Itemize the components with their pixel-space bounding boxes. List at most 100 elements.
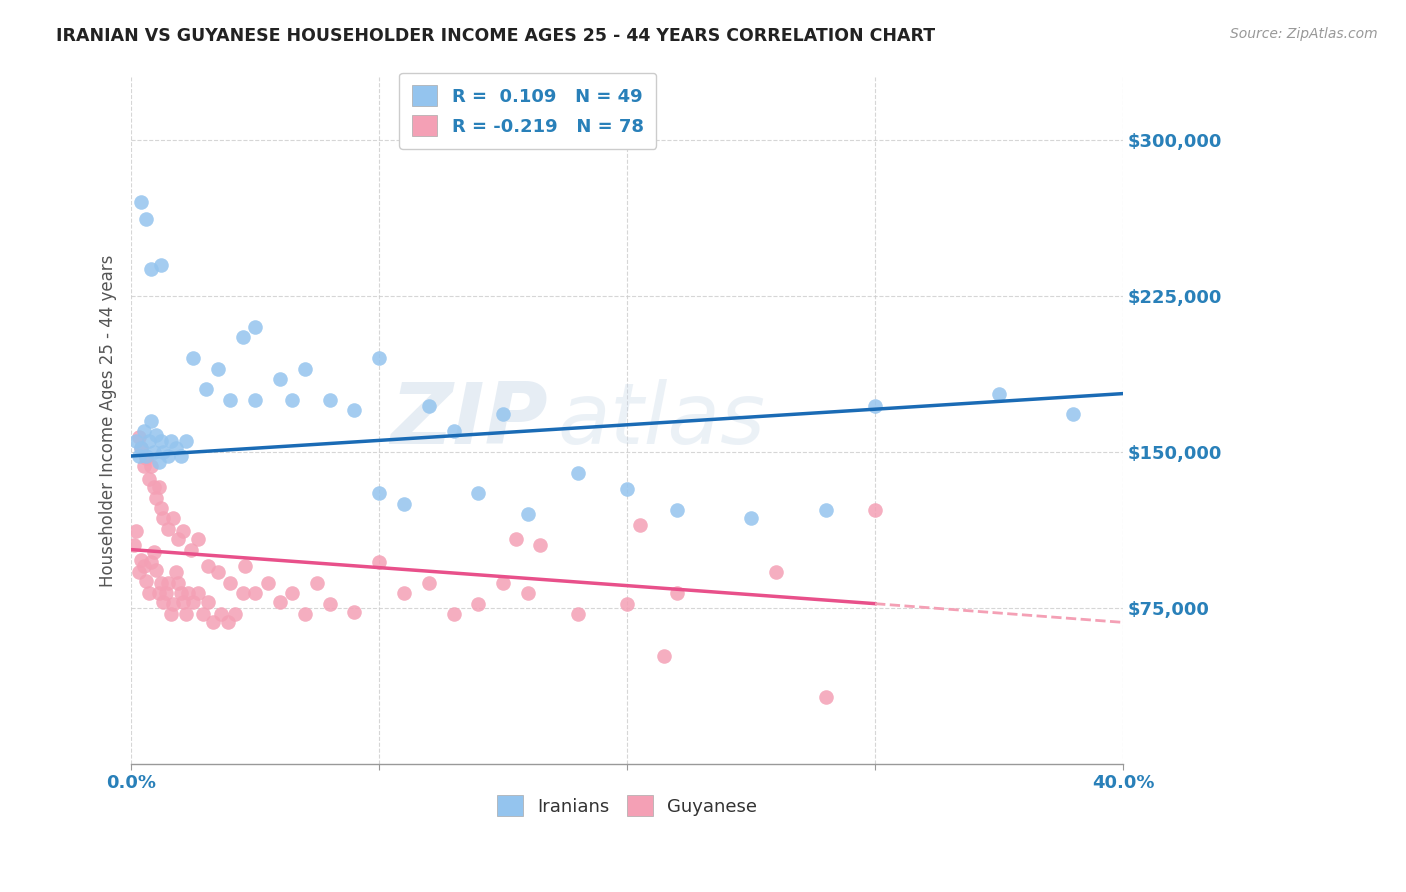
- Point: [665, 503, 688, 517]
- Point: [177, 586, 200, 600]
- Point: [162, 597, 184, 611]
- Point: [209, 607, 232, 621]
- Point: [150, 575, 173, 590]
- Point: [157, 449, 180, 463]
- Point: [145, 428, 167, 442]
- Point: [207, 361, 229, 376]
- Point: [139, 555, 162, 569]
- Point: [155, 586, 177, 600]
- Point: [128, 566, 150, 580]
- Point: [245, 586, 267, 600]
- Point: [191, 607, 214, 621]
- Point: [125, 524, 148, 538]
- Point: [152, 594, 174, 608]
- Point: [150, 434, 173, 449]
- Point: [233, 559, 256, 574]
- Point: [343, 403, 366, 417]
- Point: [392, 586, 415, 600]
- Point: [129, 441, 152, 455]
- Point: [181, 594, 204, 608]
- Point: [202, 615, 225, 630]
- Point: [740, 511, 762, 525]
- Point: [368, 555, 391, 569]
- Point: [139, 261, 162, 276]
- Point: [492, 575, 515, 590]
- Point: [138, 586, 160, 600]
- Point: [517, 507, 540, 521]
- Point: [132, 459, 155, 474]
- Point: [128, 449, 150, 463]
- Point: [418, 399, 440, 413]
- Point: [245, 320, 267, 334]
- Point: [142, 480, 165, 494]
- Point: [256, 575, 278, 590]
- Point: [135, 574, 157, 588]
- Point: [138, 434, 160, 449]
- Y-axis label: Householder Income Ages 25 - 44 years: Householder Income Ages 25 - 44 years: [100, 254, 117, 587]
- Point: [567, 607, 589, 621]
- Point: [139, 414, 162, 428]
- Point: [467, 486, 489, 500]
- Point: [529, 538, 551, 552]
- Legend: Iranians, Guyanese: Iranians, Guyanese: [491, 789, 765, 823]
- Point: [172, 594, 194, 608]
- Point: [269, 594, 291, 608]
- Point: [443, 424, 465, 438]
- Point: [170, 586, 193, 600]
- Point: [616, 597, 638, 611]
- Point: [443, 607, 465, 621]
- Point: [145, 563, 167, 577]
- Point: [616, 483, 638, 497]
- Point: [148, 586, 170, 600]
- Point: [505, 532, 527, 546]
- Point: [307, 575, 329, 590]
- Point: [294, 361, 316, 376]
- Text: atlas: atlas: [558, 379, 766, 462]
- Point: [517, 586, 540, 600]
- Point: [142, 445, 165, 459]
- Point: [174, 607, 197, 621]
- Point: [194, 383, 217, 397]
- Point: [172, 524, 194, 538]
- Point: [160, 607, 183, 621]
- Text: Source: ZipAtlas.com: Source: ZipAtlas.com: [1230, 27, 1378, 41]
- Point: [148, 480, 170, 494]
- Point: [492, 408, 515, 422]
- Point: [197, 594, 219, 608]
- Point: [418, 575, 440, 590]
- Point: [165, 566, 187, 580]
- Point: [181, 351, 204, 366]
- Point: [157, 522, 180, 536]
- Point: [167, 575, 190, 590]
- Point: [165, 441, 187, 455]
- Point: [368, 486, 391, 500]
- Point: [217, 615, 239, 630]
- Point: [174, 434, 197, 449]
- Point: [122, 538, 145, 552]
- Point: [132, 559, 155, 574]
- Point: [318, 597, 340, 611]
- Point: [628, 517, 651, 532]
- Point: [232, 586, 254, 600]
- Point: [142, 544, 165, 558]
- Point: [132, 424, 155, 438]
- Point: [150, 500, 173, 515]
- Point: [162, 511, 184, 525]
- Point: [128, 430, 150, 444]
- Point: [150, 258, 173, 272]
- Point: [157, 575, 180, 590]
- Point: [187, 586, 209, 600]
- Point: [343, 605, 366, 619]
- Point: [145, 491, 167, 505]
- Point: [135, 449, 157, 463]
- Text: ZIP: ZIP: [391, 379, 548, 462]
- Point: [138, 472, 160, 486]
- Point: [129, 441, 152, 455]
- Point: [665, 586, 688, 600]
- Point: [197, 559, 219, 574]
- Point: [148, 455, 170, 469]
- Point: [167, 532, 190, 546]
- Point: [863, 399, 886, 413]
- Point: [180, 542, 202, 557]
- Point: [152, 445, 174, 459]
